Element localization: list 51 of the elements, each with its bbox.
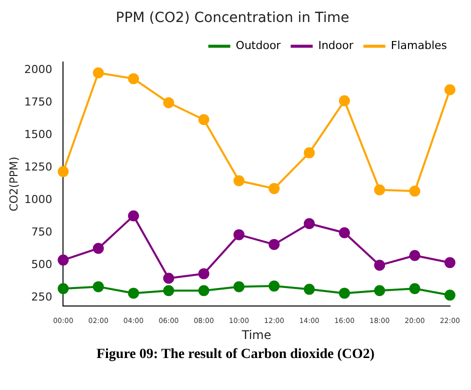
y-tick-label: 750 xyxy=(31,226,52,239)
point xyxy=(58,283,69,294)
point xyxy=(163,285,174,296)
point xyxy=(304,284,315,295)
point xyxy=(198,268,210,280)
y-tick-label: 2000 xyxy=(24,63,52,76)
x-axis-title: Time xyxy=(240,328,272,342)
point xyxy=(374,285,386,296)
point xyxy=(268,238,280,250)
point xyxy=(409,250,420,261)
y-tick-label: 1500 xyxy=(24,128,52,142)
point xyxy=(444,290,456,301)
y-tick-label: 1750 xyxy=(24,96,52,109)
point xyxy=(58,254,69,266)
point xyxy=(409,283,420,294)
point xyxy=(233,229,244,240)
point xyxy=(444,257,456,268)
point xyxy=(233,281,244,292)
point xyxy=(304,147,315,158)
point xyxy=(128,210,140,222)
point xyxy=(58,166,69,178)
chart-title: PPM (CO2) Concentration in Time xyxy=(116,10,350,26)
point xyxy=(92,281,104,292)
y-tick-label: 1250 xyxy=(24,160,52,174)
point xyxy=(409,186,420,197)
point xyxy=(444,84,456,96)
point xyxy=(128,73,140,84)
point xyxy=(163,97,174,108)
point xyxy=(128,288,140,299)
point xyxy=(374,260,386,271)
legend-label: Indoor xyxy=(318,39,354,52)
y-axis-title: CO2(PPM) xyxy=(7,156,20,212)
y-tick-label: 500 xyxy=(31,258,52,272)
point xyxy=(268,183,280,194)
point xyxy=(92,242,104,254)
legend-label: Flamables xyxy=(390,39,448,52)
point xyxy=(338,95,350,106)
y-tick-label: 250 xyxy=(31,290,52,304)
point xyxy=(304,218,315,230)
point xyxy=(92,67,104,78)
caption: Figure 09: The result of Carbon dioxide (CO2) xyxy=(95,347,376,363)
y-tick-label: 1000 xyxy=(24,193,52,206)
legend-label: Outdoor xyxy=(236,39,282,52)
point xyxy=(163,272,174,284)
point xyxy=(374,184,386,196)
point xyxy=(338,288,350,299)
point xyxy=(268,280,280,292)
point xyxy=(198,114,210,126)
point xyxy=(233,175,244,186)
point xyxy=(198,285,210,296)
point xyxy=(338,227,350,238)
